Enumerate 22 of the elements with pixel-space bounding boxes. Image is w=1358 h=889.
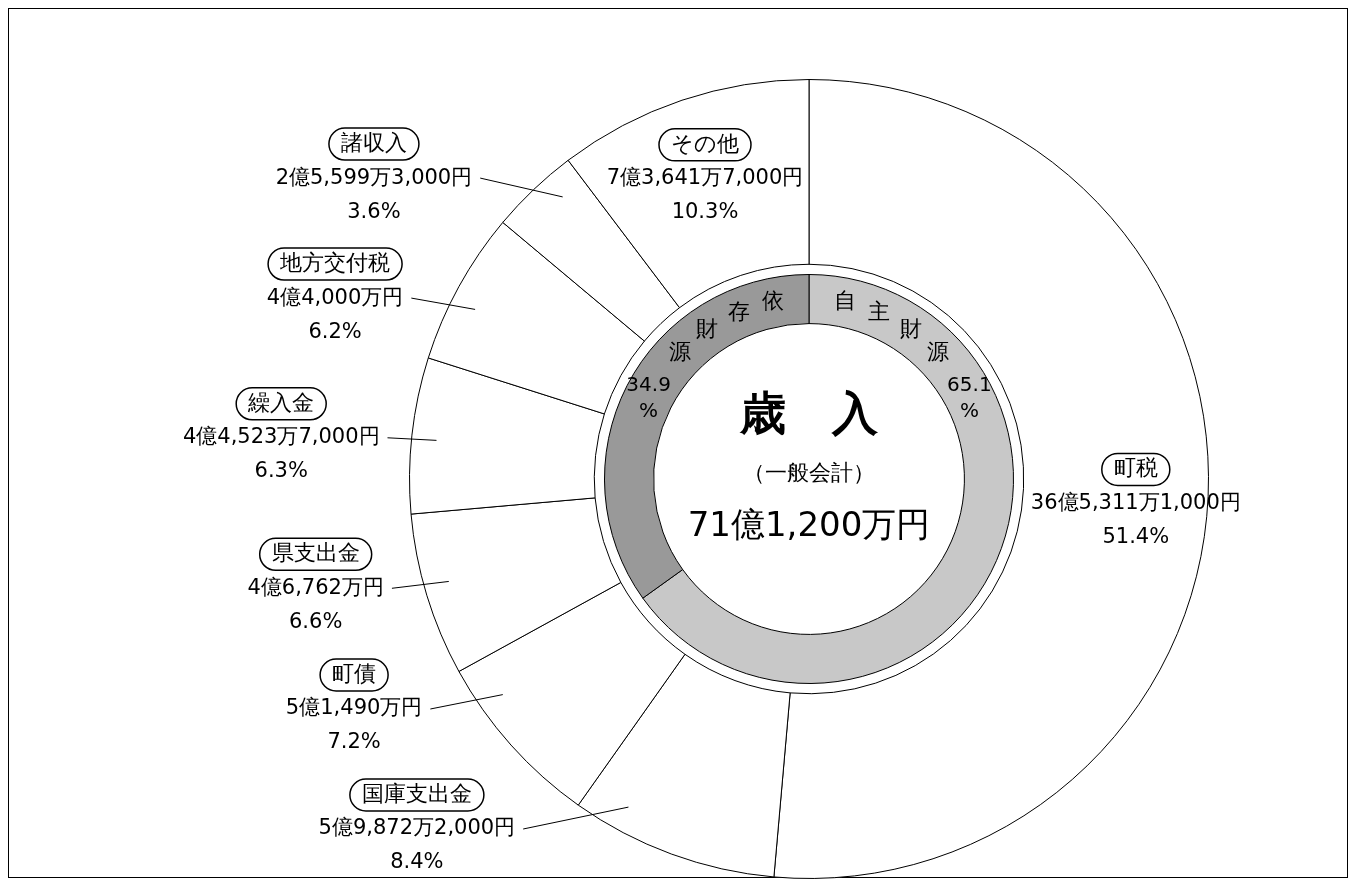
data-label: 4億4,523万7,000円 6.3%	[182, 424, 380, 483]
data-label: 4億4,000万円 6.2%	[266, 284, 404, 343]
data-label: 5億1,490万円 7.2%	[285, 695, 423, 754]
text: 71億1,200万円	[687, 503, 931, 544]
text: 歳 入	[739, 385, 879, 440]
data-label: 4億6,762万円 6.6%	[247, 574, 384, 633]
slice-label: 地方交付税	[279, 249, 391, 275]
data-label: 34.9%	[626, 371, 671, 422]
data-label: 36億5,311万1,000円 51.4%	[1030, 489, 1241, 548]
slice-label: 国庫支出金	[361, 780, 472, 806]
data-label: 5億9,872万2,000円 8.4%	[318, 815, 516, 874]
data-label: 7億3,641万7,000円 10.3%	[606, 165, 804, 224]
slice-label: 自主財源	[833, 288, 950, 365]
slice-label: 県支出金	[271, 540, 360, 566]
slice-label: 繰入金	[247, 389, 315, 415]
text: （一般会計）	[743, 459, 875, 485]
slice-label: 諸収入	[340, 129, 407, 155]
slice-label: 町税	[1113, 455, 1158, 481]
slice-label: 町債	[332, 660, 377, 686]
slice-label: その他	[670, 130, 739, 156]
data-label: 2億5,599万3,000円 3.6%	[275, 164, 473, 223]
data-label: 65.1%	[947, 371, 992, 422]
